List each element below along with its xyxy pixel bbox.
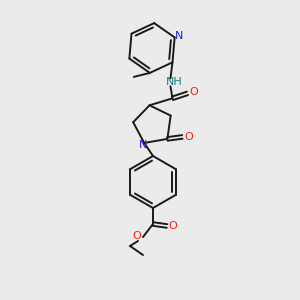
Text: N: N (175, 32, 183, 41)
Text: N: N (139, 140, 147, 150)
Text: O: O (189, 87, 198, 97)
Text: NH: NH (166, 77, 183, 87)
Text: O: O (169, 221, 177, 231)
Text: O: O (133, 231, 141, 241)
Text: O: O (184, 132, 193, 142)
